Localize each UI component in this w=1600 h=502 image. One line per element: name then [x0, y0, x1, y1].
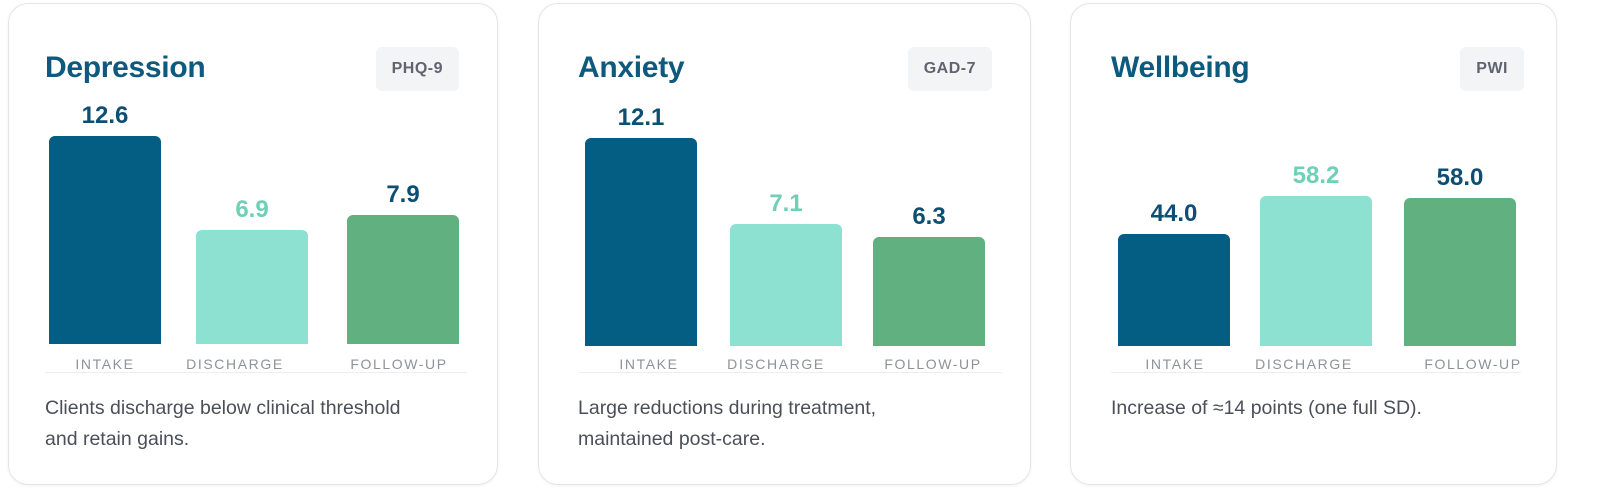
card-caption: Clients discharge below clinical thresho… [45, 397, 401, 450]
bar-value-followup: 6.3 [912, 203, 946, 230]
bar-value-intake: 12.6 [81, 102, 129, 129]
axis-label-followup: FOLLOW-UP [350, 356, 448, 372]
card-caption: Increase of ≈14 points (one full SD). [1111, 397, 1422, 419]
bar-followup [347, 215, 459, 344]
card-title: Depression [45, 51, 206, 84]
bar-intake [1118, 234, 1230, 346]
bar-value-discharge: 6.9 [235, 196, 269, 223]
axis-label-followup: FOLLOW-UP [1424, 356, 1522, 372]
bar-discharge [730, 224, 842, 346]
card-title: Wellbeing [1111, 51, 1250, 84]
bar-value-discharge: 58.2 [1292, 162, 1340, 189]
scale-badge: PWI [1460, 47, 1524, 91]
bar-followup [1404, 198, 1516, 346]
axis-label-intake: INTAKE [1145, 356, 1205, 372]
axis-divider [578, 372, 1002, 373]
depression-card: Depression PHQ-9 12.6 6.9 7.9 INTAKE DIS… [8, 3, 498, 485]
axis-label-discharge: DISCHARGE [186, 356, 284, 372]
bar-followup [873, 237, 985, 346]
axis-divider [1111, 372, 1521, 373]
bar-value-followup: 58.0 [1436, 164, 1484, 191]
bar-intake [49, 136, 161, 344]
bar-discharge [1260, 196, 1372, 346]
scale-badge: PHQ-9 [375, 47, 459, 91]
axis-label-intake: INTAKE [619, 356, 679, 372]
axis-label-discharge: DISCHARGE [1255, 356, 1353, 372]
bar-value-discharge: 7.1 [769, 190, 803, 217]
bar-intake [585, 138, 697, 346]
bar-value-followup: 7.9 [386, 181, 420, 208]
scale-badge: GAD-7 [907, 47, 992, 91]
wellbeing-card: Wellbeing PWI 44.0 58.2 58.0 INTAKE DISC… [1070, 3, 1557, 485]
bar-value-intake: 44.0 [1150, 200, 1198, 227]
axis-label-followup: FOLLOW-UP [884, 356, 982, 372]
card-caption: Large reductions during treatment, maint… [578, 397, 877, 450]
axis-label-intake: INTAKE [75, 356, 135, 372]
bar-value-intake: 12.1 [617, 104, 665, 131]
axis-label-discharge: DISCHARGE [727, 356, 825, 372]
anxiety-card: Anxiety GAD-7 12.1 7.1 6.3 INTAKE DISCHA… [538, 3, 1031, 485]
card-title: Anxiety [578, 51, 685, 84]
bar-discharge [196, 230, 308, 344]
axis-divider [45, 372, 467, 373]
